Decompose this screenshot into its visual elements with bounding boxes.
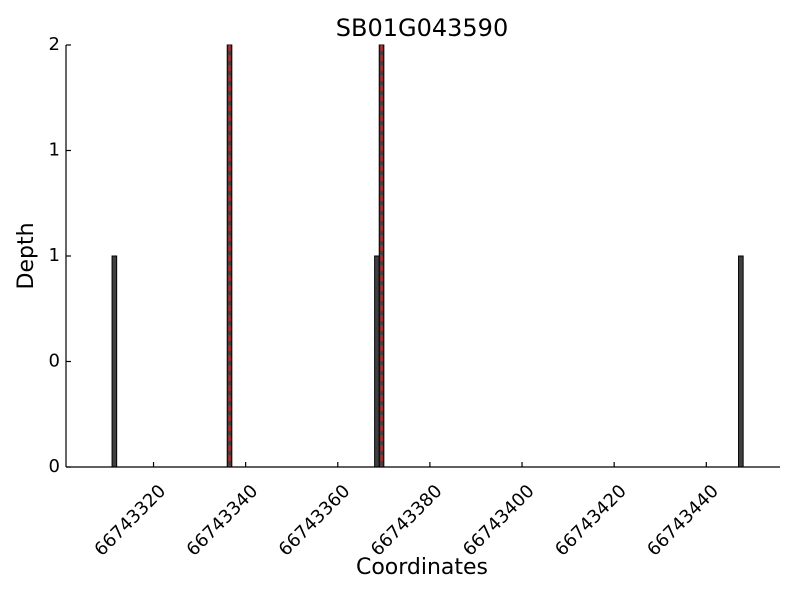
bar	[374, 255, 380, 468]
y-tick-label: 1	[49, 140, 60, 161]
x-tick-label: 66743320	[90, 481, 170, 561]
chart-title: SB01G043590	[336, 14, 508, 42]
x-tick-label: 66743340	[183, 481, 263, 561]
y-tick-label: 0	[49, 456, 60, 477]
y-axis-label: Depth	[14, 222, 39, 289]
bar	[738, 255, 744, 468]
x-tick-label: 66743360	[275, 481, 355, 561]
x-tick-label: 66743440	[643, 481, 723, 561]
x-tick-label: 66743420	[551, 481, 631, 561]
y-tick-label: 2	[49, 34, 60, 55]
y-tick-label: 1	[49, 245, 60, 266]
x-tick-label: 66743400	[459, 481, 539, 561]
y-tick-label: 0	[49, 351, 60, 372]
x-tick-label: 66743380	[367, 481, 447, 561]
x-axis-label: Coordinates	[356, 555, 488, 580]
bar	[111, 255, 118, 468]
